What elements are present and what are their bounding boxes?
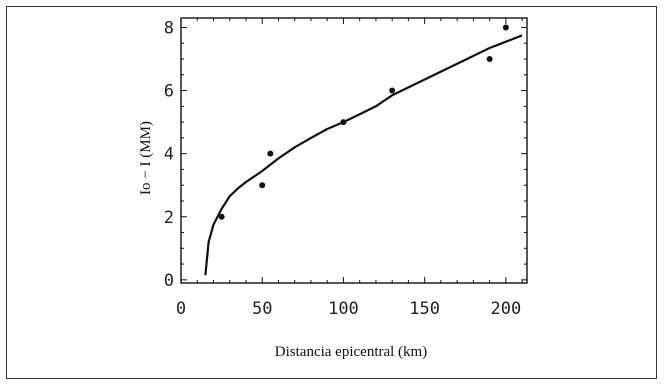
- tick-labels: 0 50 100 150 200 0 2 4 6 8: [164, 18, 521, 319]
- data-point: [340, 119, 347, 126]
- x-tick-label: 150: [409, 299, 440, 319]
- fitted-curve: [204, 34, 523, 276]
- x-tick-label: 200: [491, 299, 522, 319]
- figure-frame: [6, 6, 657, 379]
- data-point: [389, 87, 396, 94]
- y-tick-label: 4: [164, 145, 174, 165]
- data-point: [486, 56, 493, 63]
- y-axis-label: Io − I (MM): [138, 121, 154, 195]
- y-tick-label: 2: [164, 208, 174, 228]
- x-tick-label: 100: [328, 299, 359, 319]
- x-tick-label: 50: [252, 299, 272, 319]
- fitted-curve-layer: [204, 34, 523, 276]
- y-tick-label: 0: [164, 271, 174, 291]
- tick-marks: [180, 18, 527, 283]
- y-tick-label: 8: [164, 18, 174, 38]
- y-tick-label: 6: [164, 82, 174, 102]
- data-point: [502, 24, 509, 31]
- data-points: [218, 24, 509, 220]
- plot-area-border: [180, 17, 528, 284]
- x-tick-label: 0: [176, 299, 186, 319]
- x-axis-label: Distancia epicentral (km): [275, 344, 427, 360]
- data-point: [218, 213, 225, 220]
- data-point: [267, 150, 274, 157]
- data-point: [259, 182, 266, 189]
- plot-axes: [180, 17, 528, 284]
